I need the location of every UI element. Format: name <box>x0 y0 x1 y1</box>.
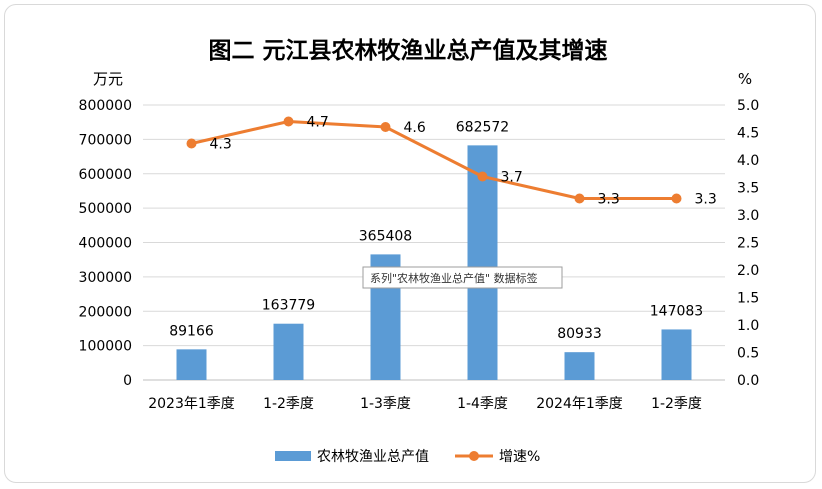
left-tick-label: 100000 <box>79 339 132 355</box>
right-axis-unit: % <box>738 70 752 88</box>
tooltip-box <box>362 266 563 289</box>
right-tick-label: 1.5 <box>737 291 759 307</box>
right-tick-label: 4.5 <box>737 126 759 142</box>
category-labels: 2023年1季度 1-2季度 1-3季度 1-4季度 2024年1季度 1-2季度 <box>148 396 702 412</box>
legend-bar-label: 农林牧渔业总产值 <box>317 449 429 465</box>
line-data-label: 3.3 <box>598 192 620 208</box>
bar <box>467 145 498 380</box>
chart-frame <box>4 4 816 483</box>
gridlines <box>143 104 725 381</box>
bar <box>176 349 207 380</box>
right-tick-label: 4.0 <box>737 153 759 169</box>
line-marker <box>186 138 197 149</box>
line-marker <box>574 193 585 204</box>
legend: 农林牧渔业总产值 增速% <box>275 449 540 465</box>
right-tick-label: 2.5 <box>737 236 759 252</box>
bar <box>273 323 304 380</box>
line-marker <box>283 116 294 127</box>
category-label: 1-3季度 <box>360 396 411 412</box>
left-tick-label: 700000 <box>79 132 132 148</box>
line-data-label: 3.3 <box>695 192 717 208</box>
legend-line-label: 增速% <box>499 449 540 465</box>
bar-data-label: 163779 <box>262 298 315 314</box>
right-tick-label: 3.0 <box>737 208 759 224</box>
left-tick-label: 200000 <box>79 304 132 320</box>
category-label: 1-2季度 <box>651 396 702 412</box>
left-tick-label: 600000 <box>79 167 132 183</box>
bar-data-label: 365408 <box>359 228 412 244</box>
line-marker <box>477 171 488 182</box>
bar-data-label: 89166 <box>169 323 214 339</box>
line-labels: 4.3 4.7 4.6 3.7 3.3 3.3 <box>210 115 717 208</box>
line-data-label: 3.7 <box>501 170 523 186</box>
chart-title: 图二 元江县农林牧渔业总产值及其增速 <box>208 37 607 64</box>
bar-data-label: 682572 <box>456 119 509 135</box>
right-tick-label: 0.0 <box>737 373 759 389</box>
category-label: 1-2季度 <box>263 396 314 412</box>
bar-data-label: 147083 <box>650 303 703 319</box>
right-axis-ticks: 5.0 4.5 4.0 3.5 3.0 2.5 2.0 1.5 1.0 0.5 0.0 <box>737 98 759 389</box>
bar <box>661 329 692 380</box>
bar-data-label: 80933 <box>557 326 602 342</box>
line-series <box>186 116 682 204</box>
category-label: 1-4季度 <box>457 396 508 412</box>
bar <box>564 352 595 380</box>
tooltip-text: 系列"农林牧渔业总产值" 数据标签 <box>370 271 538 285</box>
right-tick-label: 5.0 <box>737 98 759 114</box>
left-axis-unit: 万元 <box>93 70 123 88</box>
category-label: 2023年1季度 <box>148 396 235 412</box>
right-tick-label: 2.0 <box>737 263 759 279</box>
category-label: 2024年1季度 <box>536 396 623 412</box>
left-tick-label: 500000 <box>79 201 132 217</box>
left-tick-label: 800000 <box>79 98 132 114</box>
right-tick-label: 0.5 <box>737 346 759 362</box>
left-tick-label: 400000 <box>79 236 132 252</box>
left-tick-label: 300000 <box>79 270 132 286</box>
growth-line <box>191 120 677 200</box>
bar-series <box>176 145 692 380</box>
line-marker <box>671 193 682 204</box>
bar-labels: 89166 163779 365408 682572 80933 147083 <box>169 119 703 342</box>
legend-bar-swatch <box>275 451 311 461</box>
right-tick-label: 1.0 <box>737 318 759 334</box>
right-tick-label: 3.5 <box>737 181 759 197</box>
data-label-tooltip: 系列"农林牧渔业总产值" 数据标签 <box>362 266 563 289</box>
left-axis-ticks: 800000 700000 600000 500000 400000 300000 2000… <box>79 98 132 389</box>
legend-line-marker <box>469 451 479 461</box>
line-data-label: 4.3 <box>210 137 232 153</box>
left-tick-label: 0 <box>123 373 132 389</box>
line-data-label: 4.6 <box>404 120 426 136</box>
line-data-label: 4.7 <box>307 115 329 131</box>
line-marker <box>380 122 391 132</box>
